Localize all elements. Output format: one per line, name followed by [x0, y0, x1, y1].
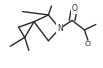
- Text: Cl: Cl: [85, 41, 92, 47]
- Text: N: N: [57, 24, 63, 33]
- Text: O: O: [71, 4, 77, 13]
